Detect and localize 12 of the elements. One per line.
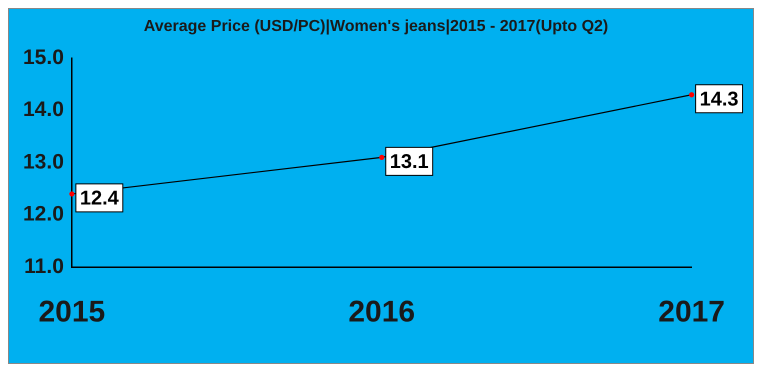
- data-label: 14.3: [700, 88, 739, 110]
- y-tick-label: 15.0: [22, 46, 64, 69]
- x-tick-label: 2015: [38, 295, 106, 328]
- data-label: 13.1: [390, 150, 429, 173]
- data-label: 12.4: [80, 187, 120, 210]
- x-tick-label: 2016: [348, 295, 416, 328]
- chart-title: Average Price (USD/PC)|Women's jeans|2015 - 2017(Upto Q2): [144, 18, 608, 36]
- x-tick-label: 2017: [658, 295, 726, 328]
- y-tick-label: 13.0: [22, 150, 64, 174]
- y-tick-label: 12.0: [22, 202, 64, 226]
- y-tick-label: 11.0: [24, 254, 64, 278]
- y-tick-label: 14.0: [22, 98, 64, 122]
